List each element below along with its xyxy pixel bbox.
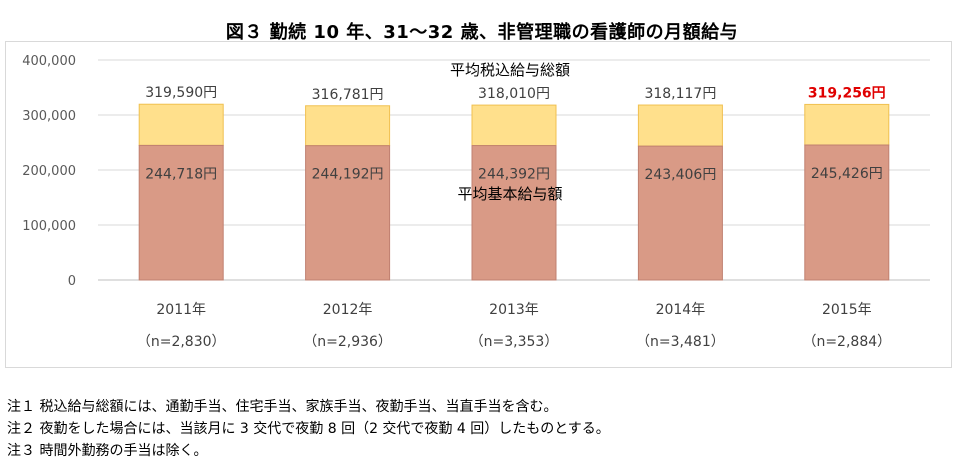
data-label-base: 244,392円 bbox=[478, 167, 550, 183]
bar-total-segment bbox=[138, 103, 224, 146]
data-label-base: 244,718円 bbox=[145, 166, 217, 182]
x-tick-label: 2011年 bbox=[156, 302, 206, 318]
data-label-base: 245,426円 bbox=[811, 166, 883, 182]
x-tick-label: 2014年 bbox=[656, 302, 706, 318]
x-tick-label: 2013年 bbox=[489, 302, 539, 318]
series-label-total: 平均税込給与総額 bbox=[450, 61, 570, 79]
x-tick-sample-size: （n=3,353） bbox=[470, 334, 559, 350]
notes: 注１ 税込給与総額には、通勤手当、住宅手当、家族手当、夜勤手当、当直手当を含む。… bbox=[7, 396, 610, 462]
data-label-base: 243,406円 bbox=[644, 167, 716, 183]
y-tick-label: 200,000 bbox=[22, 164, 76, 179]
y-tick-label: 400,000 bbox=[22, 54, 76, 69]
y-tick-label: 0 bbox=[68, 274, 76, 289]
data-label-total: 318,010円 bbox=[478, 86, 550, 102]
x-axis-ticks: 2011年 （n=2,830） 2012年 （n=2,936） 2013年 （n=3,35… bbox=[137, 302, 891, 350]
bar-total-segment bbox=[804, 103, 890, 146]
x-tick-sample-size: （n=2,936） bbox=[303, 334, 392, 350]
x-tick-sample-size: （n=2,830） bbox=[137, 334, 226, 350]
y-tick-label: 300,000 bbox=[22, 109, 76, 124]
bar-chart: 0 100,000 200,000 300,000 400,000 319,590円 24… bbox=[22, 54, 930, 350]
y-axis-ticks: 0 100,000 200,000 300,000 400,000 bbox=[22, 54, 76, 289]
data-label-total: 319,590円 bbox=[145, 85, 217, 101]
note-1: 注１ 税込給与総額には、通勤手当、住宅手当、家族手当、夜勤手当、当直手当を含む。 bbox=[7, 399, 558, 415]
bar-base-segment bbox=[804, 144, 890, 281]
bar-total-segment bbox=[305, 105, 391, 147]
data-labels: 319,590円 244,718円 316,781円 244,192円 318,010円… bbox=[145, 85, 885, 183]
x-tick-label: 2015年 bbox=[822, 302, 872, 318]
y-tick-label: 100,000 bbox=[22, 219, 76, 234]
bar-base-segment bbox=[637, 145, 723, 281]
data-label-total: 318,117円 bbox=[644, 86, 716, 102]
bar-base-segment bbox=[471, 145, 557, 281]
x-tick-sample-size: （n=2,884） bbox=[802, 334, 891, 350]
note-2: 注２ 夜勤をした場合には、当該月に 3 交代で夜勤 8 回（2 交代で夜勤 4 … bbox=[7, 421, 610, 437]
bar-total-segment bbox=[637, 104, 723, 147]
bar-base-segment bbox=[138, 144, 224, 281]
chart-title: 図３ 勤続 10 年、31～32 歳、非管理職の看護師の月額給与 bbox=[225, 22, 739, 43]
data-label-total: 316,781円 bbox=[312, 87, 384, 103]
data-label-base: 244,192円 bbox=[312, 167, 384, 183]
note-3: 注３ 時間外勤務の手当は除く。 bbox=[7, 443, 208, 459]
bars bbox=[138, 103, 890, 281]
x-tick-sample-size: （n=3,481） bbox=[636, 334, 725, 350]
bar-base-segment bbox=[305, 145, 391, 281]
x-tick-label: 2012年 bbox=[323, 302, 373, 318]
data-label-total: 319,256円 bbox=[808, 85, 886, 101]
bar-total-segment bbox=[471, 104, 557, 147]
series-label-base: 平均基本給与額 bbox=[457, 185, 562, 203]
